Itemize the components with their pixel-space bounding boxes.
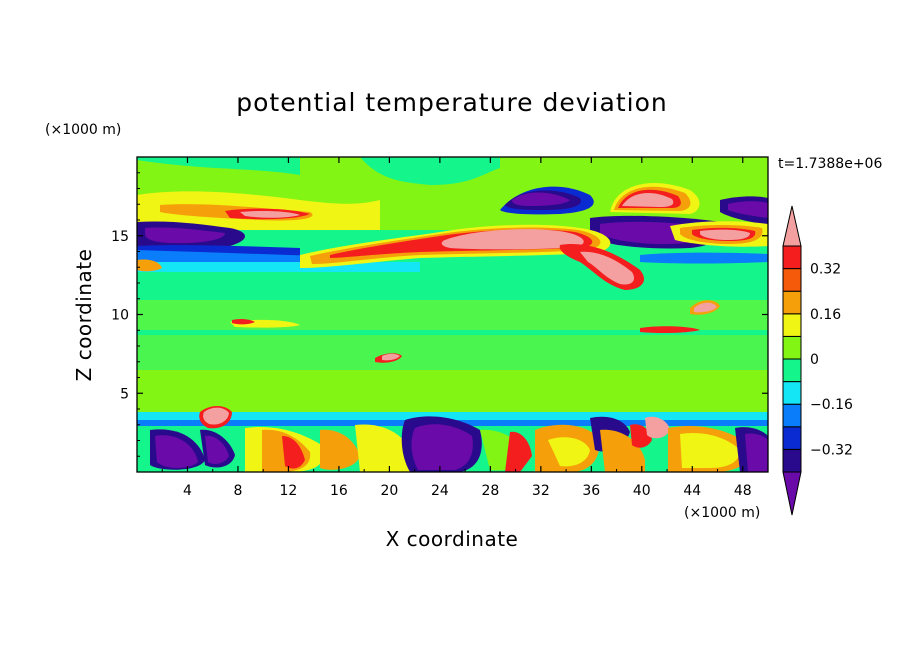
- x-tick-label: 16: [330, 483, 348, 499]
- chart-title: potential temperature deviation: [236, 88, 667, 117]
- colorbar-segment: [782, 358, 802, 383]
- colorbar-segment: [782, 426, 802, 450]
- colorbar-upper-triangle: [782, 205, 802, 247]
- colorbar-tick-label: 0.16: [810, 307, 841, 323]
- time-label: t=1.7388e+06: [778, 156, 882, 172]
- y-axis: 5 10 15: [111, 172, 768, 457]
- y-tick-label: 5: [120, 386, 129, 402]
- x-unit-label: (×1000 m): [684, 505, 760, 521]
- colorbar-segment: [782, 245, 802, 270]
- colorbar: 0.32 0.16 0 −0.16 −0.32: [782, 205, 853, 516]
- colorbar-lower-triangle: [782, 471, 802, 516]
- y-tick-label: 15: [111, 229, 129, 245]
- x-axis-label: X coordinate: [386, 527, 519, 551]
- x-tick-label: 20: [380, 483, 398, 499]
- colorbar-tick-label: −0.32: [810, 442, 853, 458]
- x-tick-label: 24: [431, 483, 449, 499]
- colorbar-segment: [782, 313, 802, 337]
- colorbar-segment: [782, 335, 802, 360]
- x-tick-label: 36: [582, 483, 600, 499]
- contour-field: [137, 157, 768, 472]
- x-tick-label: 40: [633, 483, 651, 499]
- colorbar-segment: [782, 290, 802, 315]
- x-tick-label: 48: [734, 483, 752, 499]
- colorbar-tick-label: 0.32: [810, 262, 841, 278]
- colorbar-segment: [782, 268, 802, 292]
- x-axis: 4 8 12 16 20 24 28 32 36 40 44 48: [161, 157, 752, 499]
- colorbar-segment: [782, 403, 802, 428]
- y-tick-label: 10: [111, 308, 129, 324]
- y-unit-label: (×1000 m): [45, 122, 121, 138]
- x-tick-label: 32: [532, 483, 550, 499]
- x-tick-label: 44: [683, 483, 701, 499]
- colorbar-tick-label: 0: [810, 352, 819, 368]
- colorbar-segment: [782, 381, 802, 405]
- x-tick-label: 8: [233, 483, 242, 499]
- x-tick-label: 12: [280, 483, 298, 499]
- x-tick-label: 4: [183, 483, 192, 499]
- y-axis-label: Z coordinate: [72, 249, 96, 382]
- colorbar-segment: [782, 448, 802, 473]
- colorbar-tick-label: −0.16: [810, 397, 853, 413]
- x-tick-label: 28: [481, 483, 499, 499]
